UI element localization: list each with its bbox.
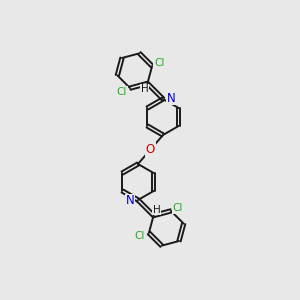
Text: Cl: Cl — [154, 58, 164, 68]
Text: Cl: Cl — [173, 203, 183, 213]
Text: O: O — [146, 143, 155, 156]
Text: N: N — [167, 92, 176, 104]
Text: Cl: Cl — [135, 231, 145, 241]
Text: H: H — [153, 205, 160, 214]
Text: H: H — [141, 84, 148, 94]
Text: N: N — [126, 194, 134, 208]
Text: Cl: Cl — [117, 87, 127, 97]
